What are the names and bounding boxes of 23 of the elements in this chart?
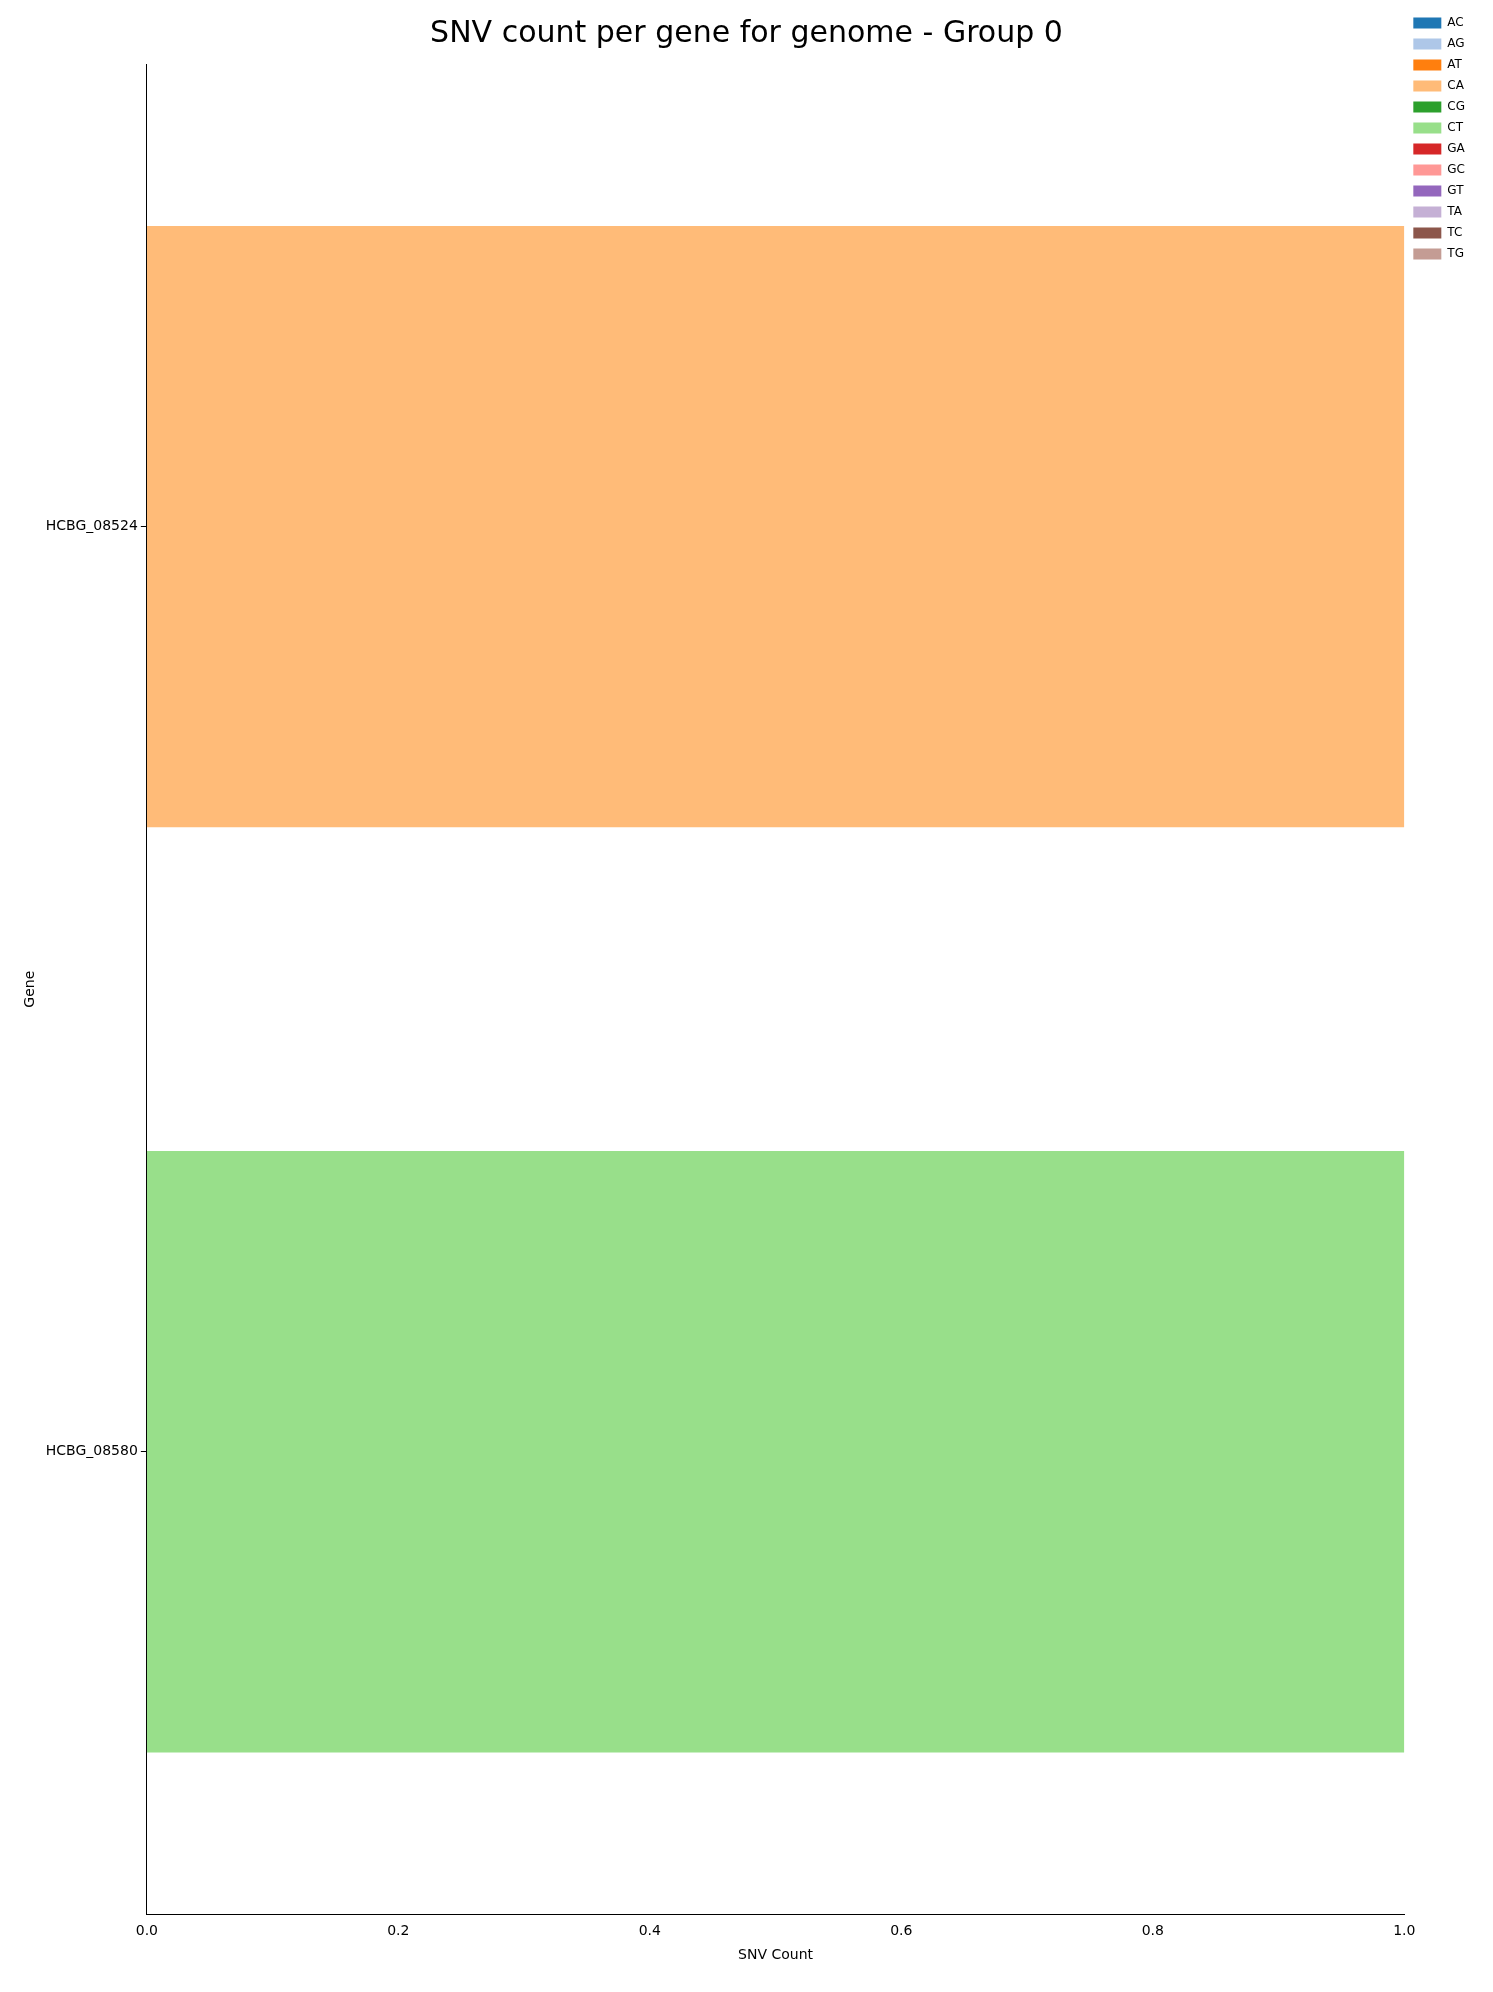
legend-label: GT (1447, 183, 1465, 198)
legend-label: GC (1447, 162, 1466, 177)
x-tick-label: 0.2 (387, 1922, 410, 1939)
y-axis-title: Gene (21, 970, 38, 1008)
legend-label: TC (1446, 225, 1463, 240)
x-tick-label: 1.0 (1393, 1922, 1416, 1939)
legend-label: AC (1447, 15, 1464, 30)
legend-label: AT (1447, 57, 1463, 72)
x-tick-label: 0.0 (135, 1922, 158, 1939)
legend-label: CA (1447, 78, 1465, 93)
x-tick-label: 0.6 (890, 1922, 913, 1939)
x-axis-title: SNV Count (738, 1946, 814, 1963)
legend-label: TA (1446, 204, 1463, 219)
legend-label: CT (1447, 120, 1464, 135)
y-tick-label: HCBG_08580 (45, 1442, 138, 1459)
x-tick-label: 0.4 (638, 1922, 662, 1939)
legend-label: GA (1447, 141, 1466, 156)
legend-label: TG (1446, 246, 1464, 261)
legend-label: CG (1447, 99, 1466, 114)
x-tick-label: 0.8 (1141, 1922, 1164, 1939)
y-tick-label: HCBG_08524 (45, 517, 138, 534)
legend-label: AG (1447, 36, 1465, 51)
chart-title: SNV count per gene for genome - Group 0 (430, 13, 1063, 49)
